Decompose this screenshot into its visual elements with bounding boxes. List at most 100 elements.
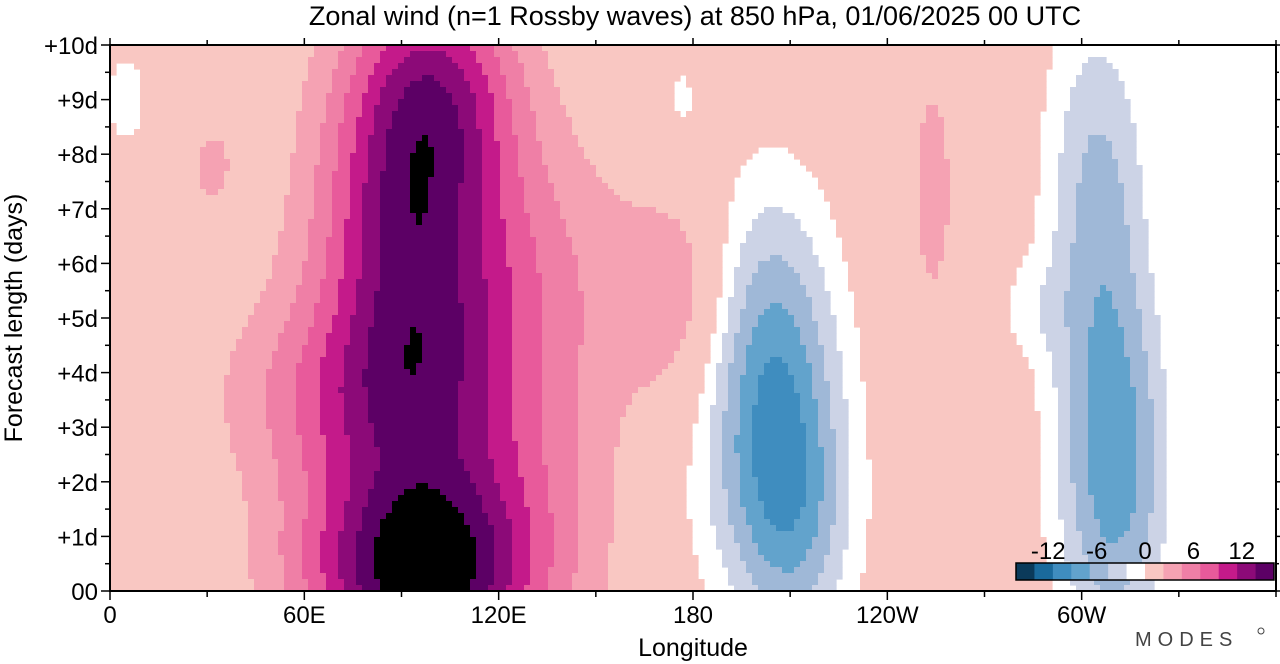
field-cell: [614, 465, 687, 472]
field-cell: [380, 195, 411, 202]
field-cell: [518, 159, 543, 166]
field-cell: [578, 531, 615, 538]
field-cell: [512, 531, 531, 538]
field-cell: [350, 165, 369, 172]
field-cell: [488, 357, 513, 364]
plot-frame: [109, 44, 1277, 592]
field-cell: [356, 303, 375, 310]
field-cell: [380, 249, 459, 256]
field-cell: [1136, 423, 1155, 430]
field-cell: [716, 537, 735, 544]
field-cell: [818, 327, 837, 334]
y-tick-label: +3d: [57, 415, 98, 442]
field-cell: [494, 549, 513, 556]
field-cell: [1052, 381, 1071, 388]
field-cell: [302, 267, 327, 274]
field-cell: [248, 513, 285, 520]
field-cell: [1052, 243, 1071, 250]
field-cell: [1094, 309, 1119, 316]
field-cell: [506, 507, 531, 514]
field-cell: [1052, 351, 1071, 358]
field-cell: [362, 225, 381, 232]
field-cell: [1058, 165, 1083, 172]
field-cell: [536, 267, 579, 274]
field-cell: [248, 501, 285, 508]
field-cell: [458, 423, 489, 430]
field-cell: [224, 405, 267, 412]
field-cell: [722, 447, 735, 454]
field-cell: [1070, 459, 1089, 466]
field-cell: [542, 141, 579, 148]
field-cell: [224, 177, 291, 184]
field-cell: [344, 423, 375, 430]
field-cell: [1088, 405, 1137, 412]
field-cell: [320, 423, 345, 430]
field-cell: [1130, 363, 1149, 370]
field-cell: [836, 231, 921, 238]
field-cell: [710, 411, 723, 418]
field-cell: [752, 573, 819, 580]
field-cell: [1118, 165, 1143, 172]
field-cell: [296, 399, 321, 406]
field-cell: [344, 399, 369, 406]
field-cell: [848, 285, 1011, 292]
field-cell: [1070, 453, 1089, 460]
field-cell: [320, 567, 339, 574]
field-cell: [824, 195, 921, 202]
field-cell: [578, 387, 639, 394]
field-cell: [740, 483, 759, 490]
field-cell: [512, 309, 543, 316]
field-cell: [944, 255, 1023, 262]
field-cell: [500, 189, 525, 196]
field-cell: [524, 501, 549, 508]
field-cell: [320, 531, 339, 538]
field-cell: [608, 579, 705, 586]
field-cell: [278, 237, 309, 244]
field-cell: [1058, 399, 1071, 406]
field-cell: [836, 429, 849, 436]
field-cell: [758, 489, 807, 496]
field-cell: [740, 327, 753, 334]
field-cell: [536, 249, 573, 256]
field-cell: [362, 213, 381, 220]
field-cell: [488, 291, 513, 298]
field-cell: [488, 87, 507, 94]
field-cell: [710, 489, 729, 496]
field-cell: [794, 387, 813, 394]
field-cell: [1058, 225, 1077, 232]
field-cell: [386, 45, 471, 52]
field-cell: [578, 405, 627, 412]
field-cell: [752, 471, 807, 478]
field-cell: [344, 111, 363, 118]
field-cell: [794, 567, 825, 574]
field-cell: [392, 69, 465, 76]
field-cell: [362, 51, 381, 58]
field-cell: [368, 165, 387, 172]
field-cell: [1058, 453, 1071, 460]
field-cell: [452, 99, 477, 106]
field-cell: [1046, 279, 1071, 286]
field-cell: [374, 471, 471, 478]
field-cell: [110, 417, 225, 424]
field-cell: [860, 339, 1017, 346]
field-cell: [1088, 351, 1125, 358]
field-cell: [1040, 285, 1071, 292]
field-cell: [350, 477, 375, 484]
field-cell: [344, 357, 369, 364]
field-cell: [512, 567, 531, 574]
field-cell: [326, 351, 345, 358]
field-cell: [518, 135, 537, 142]
field-cell: [1082, 537, 1107, 544]
field-cell: [872, 501, 1041, 508]
field-cell: [554, 531, 579, 538]
field-cell: [368, 147, 387, 154]
field-cell: [482, 507, 507, 514]
field-cell: [920, 147, 945, 154]
field-cell: [362, 381, 459, 388]
field-cell: [1058, 423, 1071, 430]
field-cell: [362, 195, 381, 202]
field-cell: [1136, 387, 1149, 394]
field-cell: [818, 579, 837, 586]
field-cell: [326, 507, 345, 514]
field-cell: [842, 243, 921, 250]
